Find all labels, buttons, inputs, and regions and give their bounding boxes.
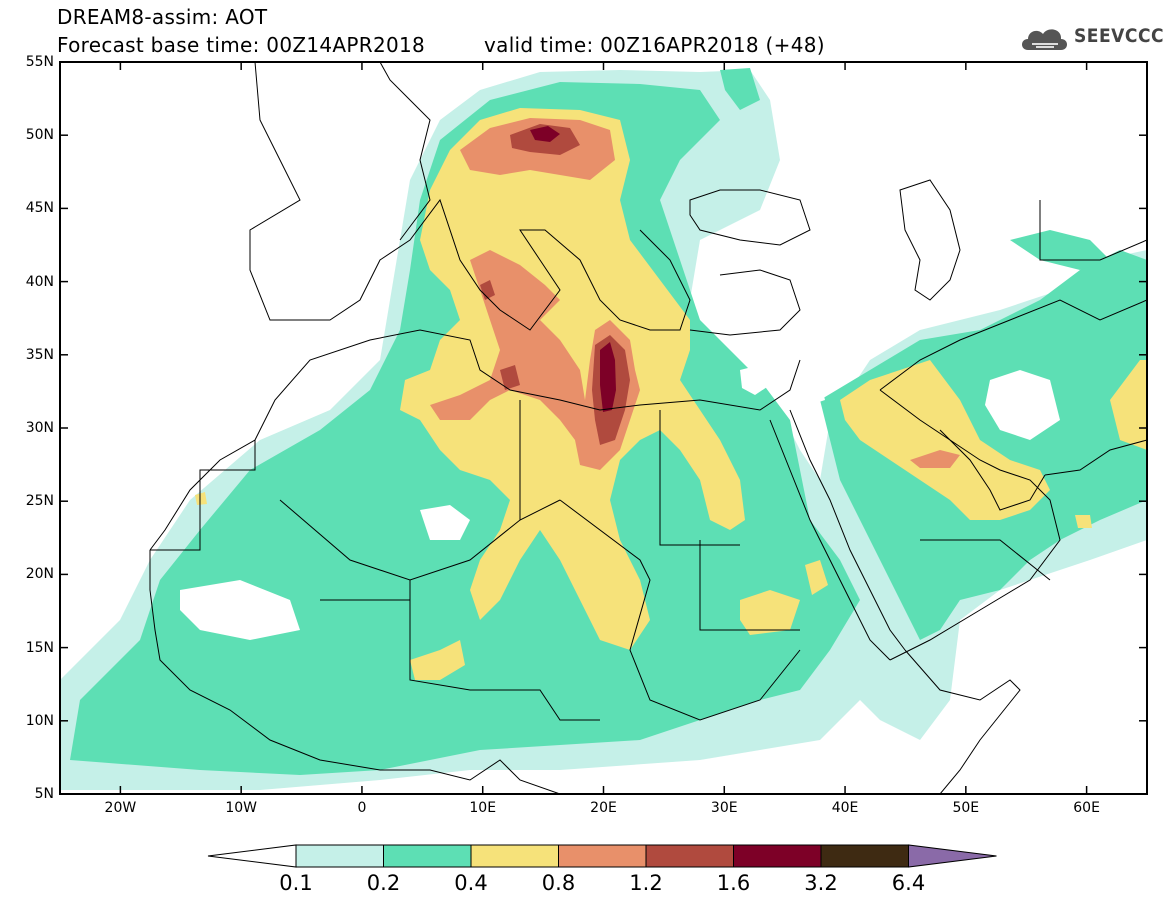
colorbar-segment [820,844,909,868]
lon-label: 60E [1073,800,1100,816]
colorbar-segment [558,844,647,868]
lat-label: 40N [25,273,54,290]
lat-label: 20N [25,566,54,583]
colorbar-label: 1.6 [716,871,751,895]
colorbar-segment [295,844,384,868]
lat-label: 5N [34,786,54,802]
aot-low-patches [180,365,1060,640]
colorbar [207,844,997,868]
chart-title: DREAM8-assim: AOT [57,5,268,29]
aot-field [60,62,1147,794]
colorbar-segment [733,844,822,868]
logo-text: SEEVCCC [1074,25,1165,47]
axis-ticks [60,61,1147,795]
lat-label: 30N [25,420,54,436]
valid-time: valid time: 00Z16APR2018 (+48) [484,33,825,57]
lon-label: 10W [225,800,257,816]
lon-label: 20W [104,800,137,816]
lon-label: 20E [590,800,617,816]
lon-label: 10E [469,800,497,816]
lon-label: 0 [357,800,367,816]
lon-label: 40E [831,800,859,816]
colorbar-label: 0.1 [279,871,313,895]
colorbar-high-arrow [908,844,997,868]
colorbar-label: 0.4 [454,871,488,895]
lon-label: 50E [952,800,980,816]
colorbar-segment [383,844,472,868]
lat-label: 15N [25,639,54,656]
lat-label: 45N [25,200,54,217]
colorbar-segment [645,844,734,868]
lat-label: 35N [25,346,54,363]
coastlines [149,62,1147,794]
colorbar-segment [470,844,559,868]
colorbar-label: 3.2 [804,871,838,895]
colorbar-label: 0.8 [541,871,576,895]
forecast-base-time: Forecast base time: 00Z14APR2018 [57,33,426,57]
colorbar-label: 0.2 [366,871,401,895]
lon-label: 30E [710,800,738,816]
cloud-logo-icon [1022,29,1067,50]
seevccc-logo: SEEVCCC [1018,22,1164,54]
lat-label: 10N [25,712,54,729]
lat-label: 50N [25,127,54,144]
lat-label: 55N [25,54,54,70]
colorbar-label: 1.2 [629,871,663,895]
aot-band-1-6 [530,126,616,412]
lat-label: 25N [25,493,54,510]
colorbar-label: 6.4 [891,871,926,895]
colorbar-low-arrow [207,844,297,868]
